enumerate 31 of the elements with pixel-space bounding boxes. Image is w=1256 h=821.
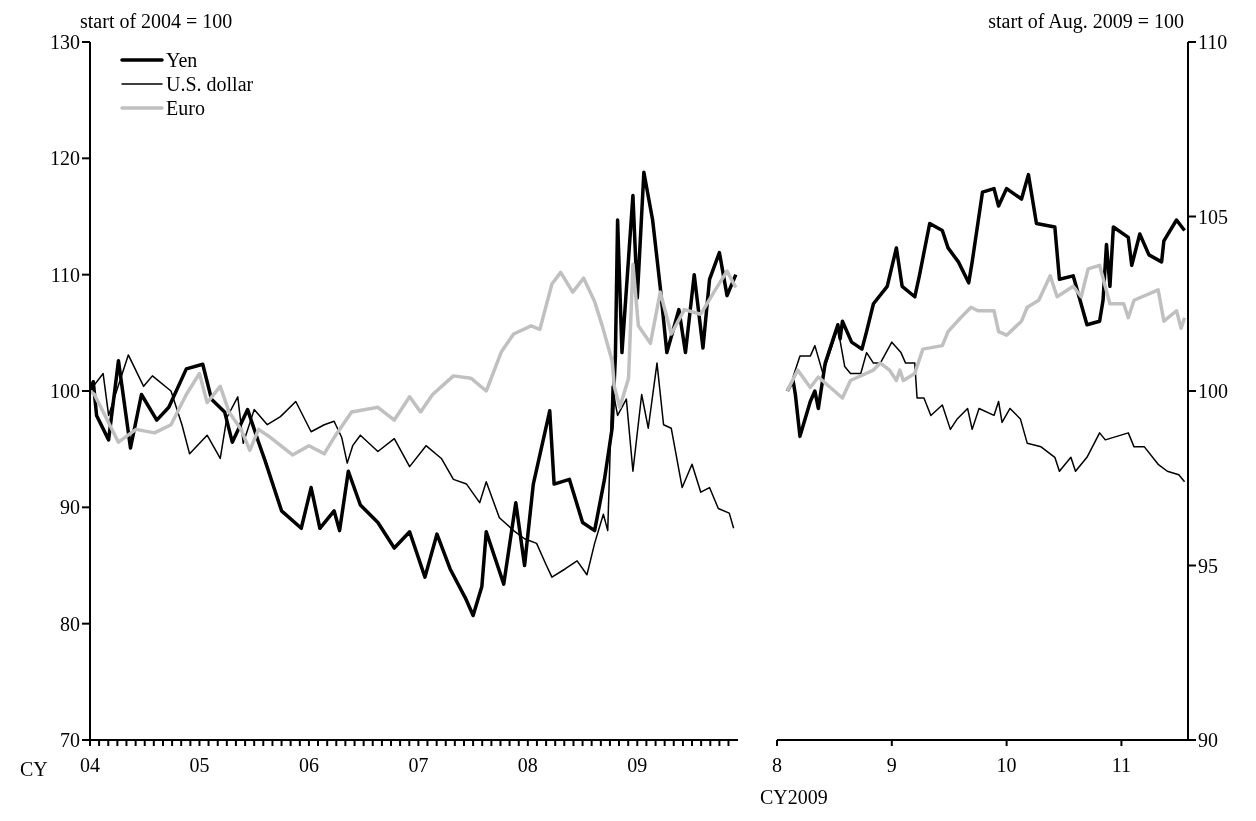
x-tick-label: 09: [627, 754, 648, 777]
y-tick-label: 80: [60, 612, 80, 635]
y-tick-label: 120: [50, 147, 80, 170]
line-series: [785, 263, 1187, 400]
y2-tick-label: 95: [1198, 554, 1218, 577]
legend-label: U.S. dollar: [166, 72, 254, 96]
x-axis-title: CY: [20, 758, 48, 781]
x-tick-label: 8: [772, 754, 782, 777]
y2-tick-label: 105: [1198, 205, 1228, 228]
y2-axis-title: start of Aug. 2009 = 100: [988, 10, 1184, 33]
x-tick-label: 11: [1111, 754, 1132, 777]
x-tick-label: 10: [996, 754, 1017, 777]
y2-tick-label: 100: [1198, 380, 1228, 403]
y-tick-label: 130: [50, 31, 80, 54]
legend-label: Yen: [166, 48, 198, 72]
line-series: [90, 262, 738, 457]
x-tick-label: 05: [189, 754, 210, 777]
x-tick-label: 07: [408, 754, 429, 777]
legend-label: Euro: [166, 96, 205, 120]
x-tick-label: 9: [886, 754, 897, 777]
y-tick-label: 70: [60, 729, 80, 752]
x-tick-label: 04: [80, 754, 100, 777]
y2-tick-label: 110: [1198, 31, 1228, 54]
y-axis-title: start of 2004 = 100: [80, 10, 233, 33]
x-tick-label: 08: [517, 754, 538, 777]
y2-tick-label: 90: [1198, 729, 1218, 752]
x-tick-label: 06: [298, 754, 319, 777]
y-tick-label: 100: [50, 380, 80, 403]
y-tick-label: 90: [60, 496, 80, 519]
y-tick-label: 110: [50, 263, 80, 286]
x-axis-title: CY2009: [760, 786, 828, 809]
